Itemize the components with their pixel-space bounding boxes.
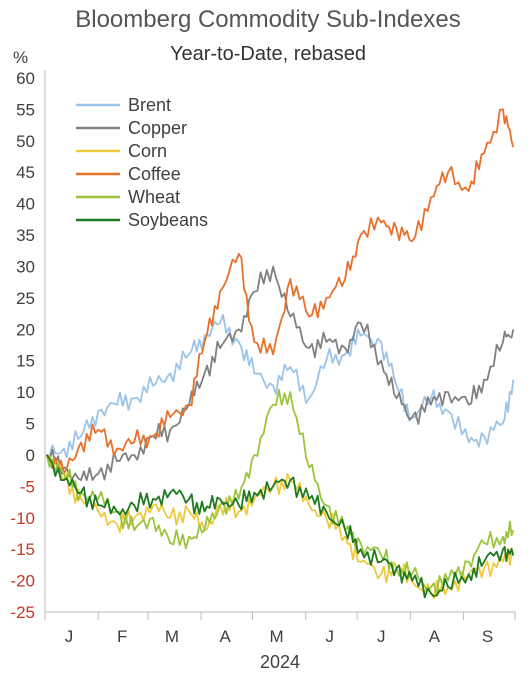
- y-tick-label: 20: [16, 320, 35, 339]
- y-tick-label: 5: [26, 415, 35, 434]
- y-axis-unit-label: %: [13, 48, 28, 67]
- x-tick-label: J: [65, 627, 74, 646]
- y-tick-label: 30: [16, 257, 35, 276]
- axes: [44, 70, 515, 613]
- y-tick-label: 10: [16, 383, 35, 402]
- legend-label: Brent: [128, 95, 171, 115]
- chart-subtitle: Year-to-Date, rebased: [170, 43, 366, 65]
- series-line-soybeans: [45, 454, 515, 599]
- series-line-wheat: [45, 388, 515, 596]
- x-tick-label: J: [325, 627, 334, 646]
- chart-title: Bloomberg Commodity Sub-Indexes: [75, 6, 461, 33]
- y-tick-label: 35: [16, 226, 35, 245]
- y-tick-label: -5: [20, 477, 35, 496]
- series-line-coffee: [45, 108, 515, 475]
- legend-label: Soybeans: [128, 210, 208, 230]
- series-line-corn: [46, 454, 514, 600]
- y-tick-label: 25: [16, 289, 35, 308]
- series-line-copper: [45, 265, 515, 481]
- legend-label: Coffee: [128, 164, 181, 184]
- series-lines: [45, 108, 515, 600]
- legend: Brent Copper Corn Coffee Wheat Soybeans: [76, 95, 208, 230]
- legend-label: Copper: [128, 118, 187, 138]
- x-tick-label: A: [429, 627, 441, 646]
- y-tick-label: 55: [16, 100, 35, 119]
- y-tick-label: -15: [10, 540, 35, 559]
- y-tick-label: -10: [10, 509, 35, 528]
- y-tick-label: 50: [16, 132, 35, 151]
- y-tick-label: 60: [16, 69, 35, 88]
- x-tick-label: M: [165, 627, 179, 646]
- y-tick-label: 45: [16, 163, 35, 182]
- x-tick-label: F: [117, 627, 127, 646]
- legend-label: Corn: [128, 141, 167, 161]
- y-tick-label: 40: [16, 195, 35, 214]
- x-axis-year-label: 2024: [260, 652, 300, 672]
- y-tick-label: 15: [16, 352, 35, 371]
- series-line-brent: [46, 314, 515, 459]
- y-tick-label: -25: [10, 603, 35, 622]
- y-tick-label: -20: [10, 572, 35, 591]
- x-tick-label: J: [377, 627, 386, 646]
- x-tick-label: A: [219, 627, 231, 646]
- x-tick-label: M: [269, 627, 283, 646]
- y-tick-label: 0: [26, 446, 35, 465]
- x-tick-label: S: [482, 627, 493, 646]
- legend-label: Wheat: [128, 187, 180, 207]
